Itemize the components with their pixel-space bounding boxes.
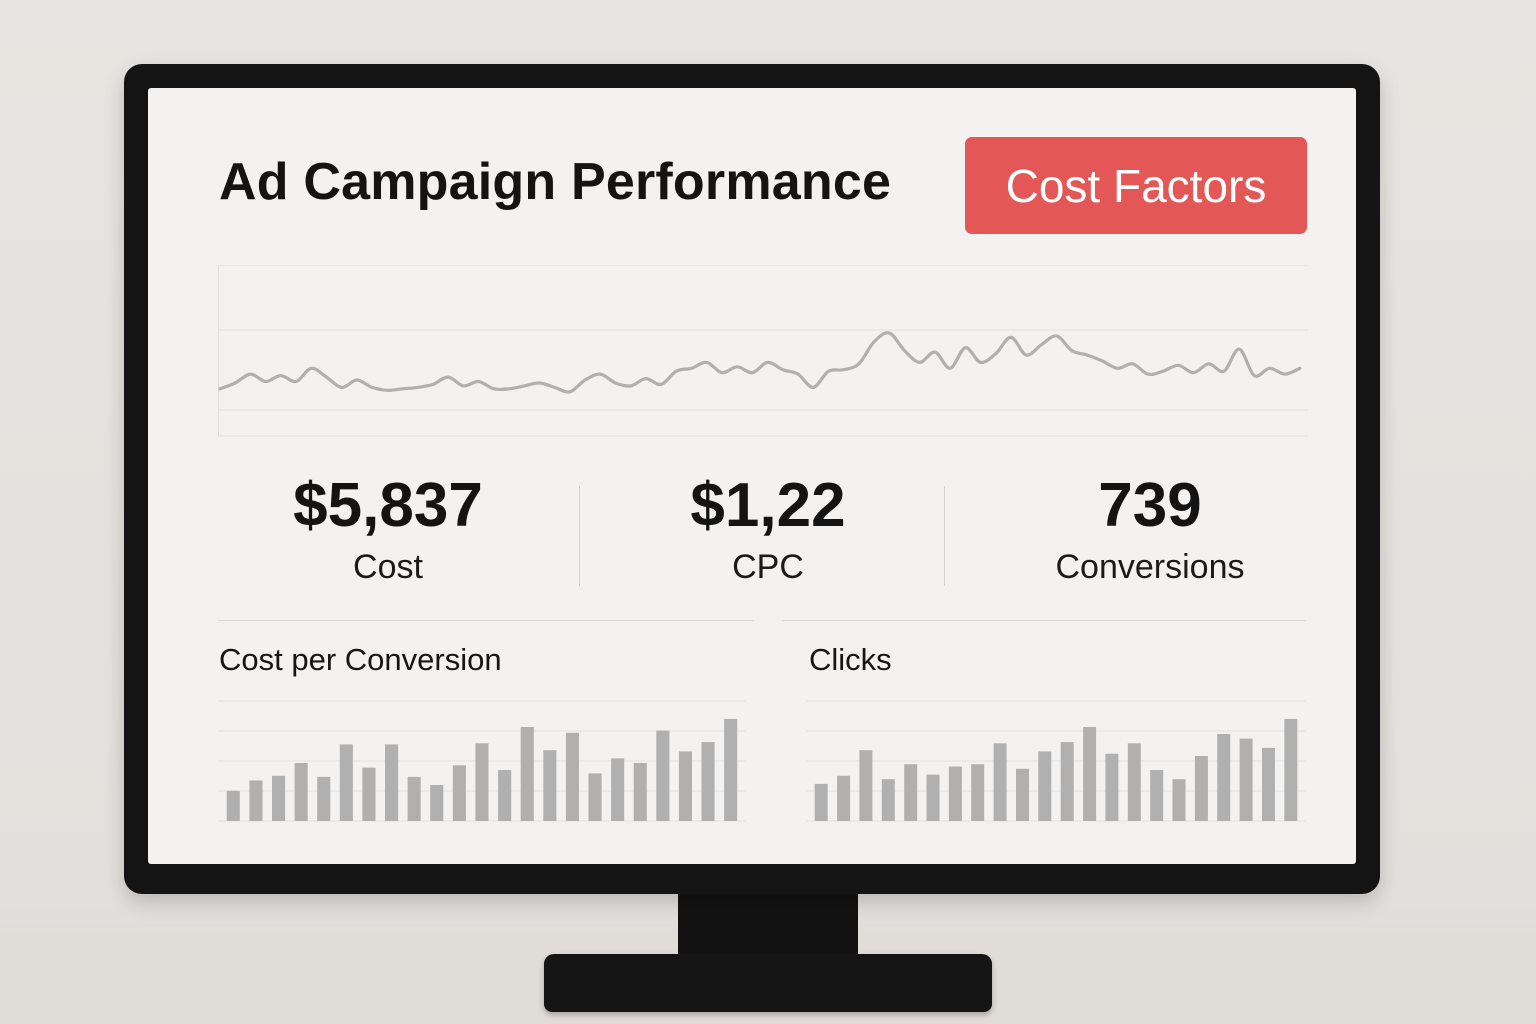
clicks-bar (881, 779, 895, 821)
clicks-bar-chart (806, 700, 1306, 822)
clicks-bar (1172, 779, 1186, 821)
cost-per-conversion-bar (272, 775, 286, 821)
cost-per-conversion-bar-chart (218, 700, 746, 822)
kpi-divider (944, 486, 945, 586)
section-divider (782, 620, 1306, 621)
cost-per-conversion-bar (249, 780, 263, 821)
trend-line-chart (218, 265, 1308, 437)
kpi-conversions-value: 739 (1098, 471, 1202, 540)
cost-per-conversion-bar (385, 744, 399, 821)
kpi-conversions-label: Conversions (1055, 548, 1245, 586)
cost-per-conversion-bar (294, 763, 308, 821)
clicks-bar (1150, 770, 1164, 821)
cost-per-conversion-bar (339, 744, 353, 821)
cost-factors-button[interactable]: Cost Factors (965, 137, 1307, 234)
clicks-title: Clicks (809, 642, 892, 677)
cost-per-conversion-bar (724, 718, 738, 821)
cost-per-conversion-bar (498, 770, 512, 821)
cost-per-conversion-bar (226, 790, 240, 821)
section-divider (218, 620, 754, 621)
dashboard-screen: Ad Campaign Performance Cost Factors $5,… (148, 88, 1356, 864)
clicks-bar (926, 774, 940, 821)
clicks-bar (993, 743, 1007, 821)
clicks-bar (1127, 743, 1141, 821)
clicks-bar (837, 775, 851, 821)
clicks-bar (948, 766, 962, 821)
cost-per-conversion-title: Cost per Conversion (219, 642, 502, 677)
cost-per-conversion-bar (407, 776, 421, 821)
clicks-bar (1083, 727, 1097, 821)
clicks-bar (1016, 768, 1029, 821)
cost-per-conversion-bar (678, 751, 692, 821)
cost-per-conversion-bar (475, 743, 489, 821)
clicks-bar (904, 764, 918, 821)
clicks-bar (1217, 734, 1231, 821)
cost-per-conversion-bar (701, 742, 715, 821)
clicks-bar (1262, 747, 1275, 821)
kpi-cost-label: Cost (353, 548, 423, 586)
clicks-bar (859, 750, 873, 821)
kpi-cpc: $1,22 CPC (608, 470, 928, 610)
monitor-stand-neck (678, 892, 858, 966)
cost-per-conversion-bar (543, 750, 557, 821)
clicks-bar (1060, 742, 1074, 821)
kpi-cpc-value: $1,22 (690, 471, 846, 540)
page-title: Ad Campaign Performance (219, 153, 892, 211)
cost-per-conversion-bar (611, 758, 625, 821)
kpi-cost-value: $5,837 (293, 471, 483, 540)
cost-per-conversion-bar (633, 763, 647, 821)
kpi-cpc-label: CPC (732, 548, 804, 586)
clicks-bar (1038, 751, 1052, 821)
trend-series-line (218, 331, 1302, 394)
clicks-bar (971, 764, 985, 821)
kpi-divider (579, 486, 580, 586)
clicks-bar (814, 783, 828, 821)
clicks-bar (1194, 756, 1208, 821)
clicks-bar (1105, 753, 1119, 821)
cost-per-conversion-bar (656, 730, 670, 821)
cost-per-conversion-bar (588, 773, 602, 821)
monitor-stand-base (544, 954, 992, 1012)
clicks-bar (1284, 718, 1298, 821)
cost-per-conversion-bar (520, 727, 534, 821)
clicks-bar (1239, 738, 1253, 821)
monitor: Ad Campaign Performance Cost Factors $5,… (124, 64, 1380, 894)
kpi-conversions: 739 Conversions (980, 470, 1320, 610)
cost-per-conversion-bar (317, 776, 331, 821)
cost-per-conversion-bar (362, 767, 376, 821)
kpi-cost: $5,837 Cost (228, 470, 548, 610)
cost-per-conversion-bar (452, 765, 466, 821)
cost-per-conversion-bar (430, 785, 444, 821)
cost-per-conversion-bar (565, 732, 579, 821)
